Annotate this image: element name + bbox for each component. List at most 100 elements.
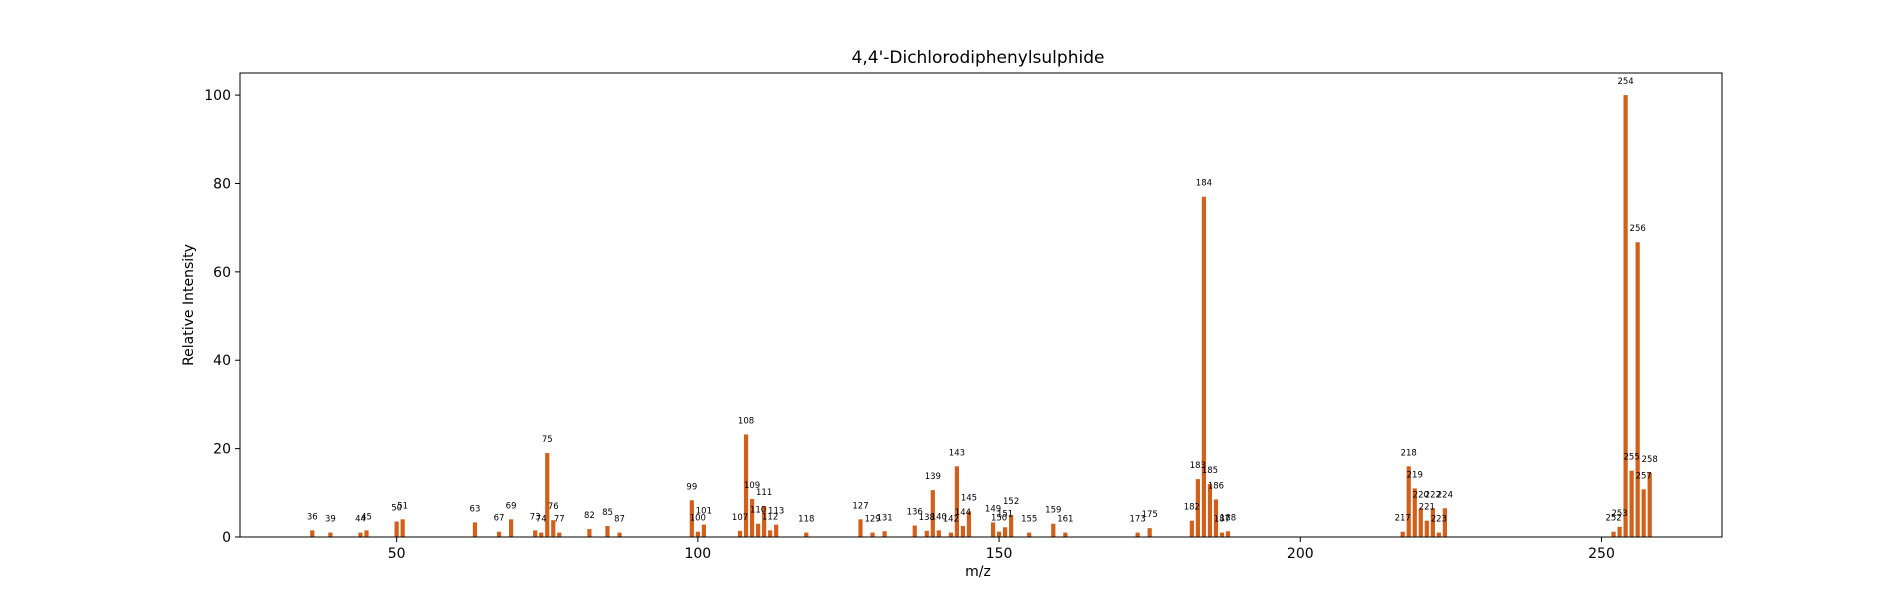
bar: [768, 530, 773, 537]
x-tick-label: 50: [388, 546, 406, 562]
bar: [358, 532, 363, 537]
bar-data-label: 258: [1642, 455, 1658, 465]
bar-data-label: 257: [1636, 471, 1652, 481]
y-tick-label: 40: [213, 353, 231, 369]
bar: [1442, 508, 1447, 537]
bar-data-label: 151: [997, 509, 1013, 519]
bar: [701, 524, 706, 537]
bar: [1647, 472, 1652, 537]
bar-data-label: 222: [1425, 490, 1441, 500]
y-tick-label: 0: [222, 530, 231, 546]
bar-data-label: 50: [391, 504, 402, 514]
bar-data-label: 110: [750, 506, 766, 516]
bar-data-label: 108: [738, 416, 754, 426]
bar-data-label: 255: [1624, 453, 1640, 463]
bar: [310, 530, 315, 537]
bar: [1635, 242, 1640, 538]
y-tick-label: 80: [213, 176, 231, 192]
bar-data-label: 161: [1057, 515, 1073, 525]
y-tick-label: 60: [213, 265, 231, 281]
bar: [508, 519, 514, 537]
bar-data-label: 150: [991, 514, 1007, 524]
bar: [689, 500, 694, 537]
bar: [870, 532, 875, 537]
bar-data-label: 183: [1190, 461, 1206, 471]
bar: [1219, 532, 1225, 537]
bar: [737, 530, 743, 537]
bar: [1135, 532, 1140, 537]
bar: [328, 532, 333, 537]
bar-data-label: 175: [1142, 510, 1158, 520]
bar: [1412, 488, 1417, 537]
bar-data-label: 144: [955, 508, 971, 518]
bar-data-label: 129: [864, 515, 880, 525]
x-tick-label: 200: [1287, 546, 1314, 562]
bar-data-label: 152: [1003, 497, 1019, 507]
x-axis-label: m/z: [965, 564, 991, 580]
bar-data-label: 187: [1214, 515, 1230, 525]
bar: [1623, 95, 1628, 537]
bar: [1207, 483, 1213, 537]
bar-data-label: 139: [925, 472, 941, 482]
bar: [533, 530, 538, 537]
y-axis-label: Relative Intensity: [181, 244, 197, 366]
bar: [930, 490, 935, 537]
bar: [1063, 532, 1068, 537]
x-tick-label: 150: [986, 546, 1013, 562]
x-tick-label: 100: [684, 546, 711, 562]
bar: [1195, 479, 1200, 537]
chart-title: 4,4'-Dichlorodiphenylsulphide: [852, 48, 1105, 68]
x-tick-label: 250: [1588, 546, 1615, 562]
bar: [496, 531, 502, 537]
bar-data-label: 74: [536, 515, 547, 525]
bar-data-label: 101: [696, 507, 712, 517]
bar: [960, 525, 966, 537]
bar-data-label: 76: [548, 502, 559, 512]
bar: [1430, 508, 1435, 537]
bar-data-label: 185: [1202, 466, 1218, 476]
bar-data-label: 221: [1419, 503, 1435, 513]
bar: [400, 519, 405, 537]
bar: [1027, 532, 1032, 537]
bar-data-label: 111: [756, 488, 772, 498]
x-axis-ticks: 50 100 150 200 250: [388, 537, 1615, 562]
bar-data-label: 73: [530, 512, 541, 522]
bar: [539, 532, 544, 537]
bar-data-label: 87: [614, 515, 625, 525]
bar-data-label: 127: [852, 501, 868, 511]
bar: [587, 529, 592, 537]
bar-data-label: 145: [961, 493, 977, 503]
bar-data-label: 218: [1401, 448, 1417, 458]
bar-data-label: 77: [554, 515, 565, 525]
bar: [1051, 523, 1056, 537]
bar-data-label: 182: [1184, 503, 1200, 513]
bar: [1009, 514, 1014, 537]
plot-area-frame: [239, 72, 1723, 538]
bar-data-label: 220: [1413, 490, 1429, 500]
bar-data-label: 253: [1611, 509, 1627, 519]
bar: [695, 531, 700, 537]
bar: [743, 434, 749, 537]
bar-data-label: 118: [798, 515, 814, 525]
bar: [990, 522, 996, 537]
y-tick-label: 100: [204, 88, 231, 104]
bar-data-label: 107: [732, 513, 748, 523]
bar: [1213, 499, 1219, 537]
bar: [966, 511, 972, 537]
bar-data-label: 159: [1045, 506, 1061, 516]
bar-data-label: 131: [876, 513, 892, 523]
bar: [1418, 508, 1423, 537]
bar: [551, 520, 556, 537]
bar: [762, 506, 767, 537]
bar: [1617, 526, 1622, 537]
bar: [472, 522, 478, 537]
bar-data-label: 82: [584, 511, 595, 521]
bar-data-label: 224: [1437, 490, 1453, 500]
bar-data-label: 188: [1220, 513, 1236, 523]
bar-data-label: 142: [943, 515, 959, 525]
bar-data-label: 39: [325, 515, 336, 525]
bar-data-label: 217: [1395, 514, 1411, 524]
